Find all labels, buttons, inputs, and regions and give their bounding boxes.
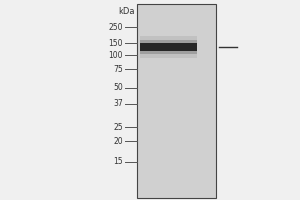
- Bar: [140, 40, 196, 54]
- Text: 75: 75: [113, 64, 123, 73]
- Text: 50: 50: [113, 83, 123, 92]
- Text: kDa: kDa: [118, 7, 135, 17]
- Text: 150: 150: [109, 38, 123, 47]
- Text: 20: 20: [113, 136, 123, 146]
- Bar: [140, 43, 196, 51]
- Text: 250: 250: [109, 22, 123, 31]
- Text: 15: 15: [113, 158, 123, 166]
- Bar: [140, 36, 196, 58]
- Text: 100: 100: [109, 50, 123, 60]
- Text: 37: 37: [113, 99, 123, 108]
- Text: 25: 25: [113, 122, 123, 132]
- Bar: [136, 4, 216, 198]
